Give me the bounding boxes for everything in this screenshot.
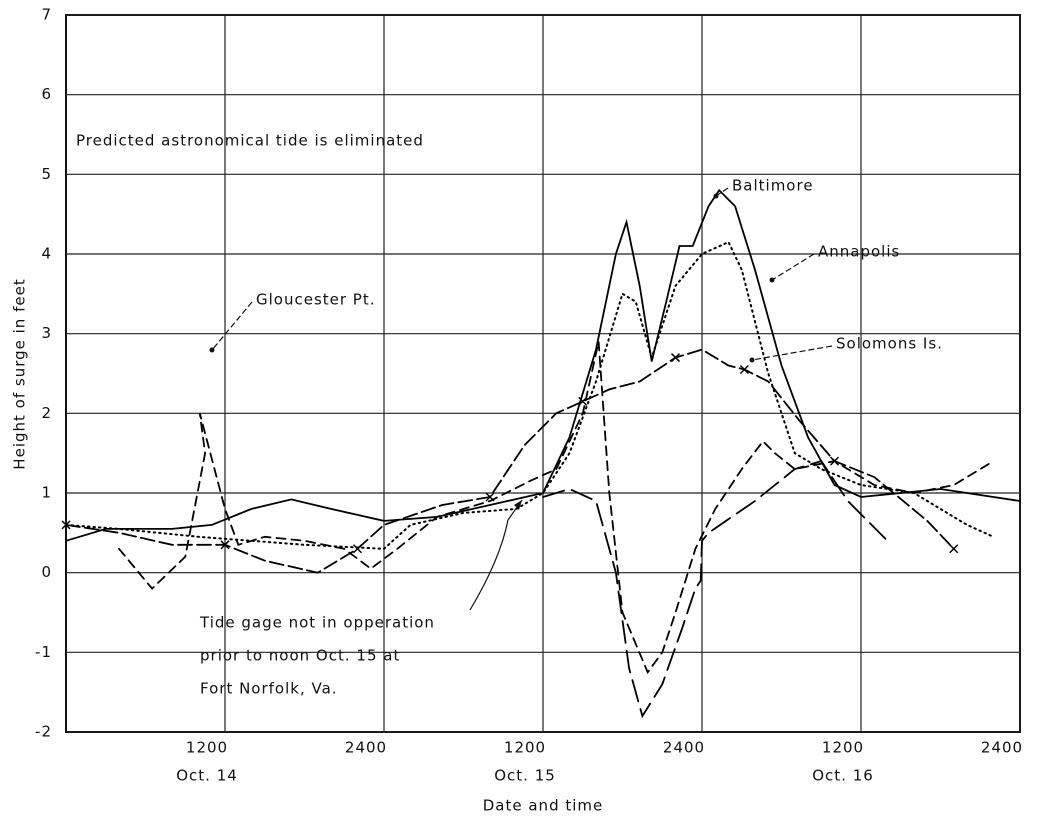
y-tick-label: 0 bbox=[41, 563, 52, 581]
annotation: Predicted astronomical tide is eliminate… bbox=[76, 132, 424, 150]
y-tick-label: -1 bbox=[35, 643, 52, 661]
label-arrow bbox=[751, 345, 833, 361]
annotation: Fort Norfolk, Va. bbox=[200, 680, 338, 698]
x-marker bbox=[670, 353, 681, 363]
series-line bbox=[65, 188, 1021, 542]
x-tick-label: 2400 bbox=[663, 739, 705, 757]
y-tick-label: 7 bbox=[41, 6, 52, 24]
x-date-label: Oct. 14 bbox=[176, 767, 238, 785]
x-marker bbox=[739, 364, 749, 375]
series-line bbox=[65, 348, 955, 574]
x-date-label: Oct. 16 bbox=[812, 767, 874, 785]
x-tick-label: 1200 bbox=[186, 739, 228, 757]
series-line bbox=[118, 341, 995, 675]
annotation: prior to noon Oct. 15 at bbox=[200, 647, 400, 665]
annotation: Tide gage not in opperation bbox=[199, 614, 435, 632]
arrow-head bbox=[749, 357, 755, 363]
y-tick-label: 4 bbox=[41, 245, 52, 263]
arrow-head bbox=[713, 193, 719, 199]
x-date-label: Oct. 15 bbox=[494, 767, 556, 785]
x-marker bbox=[352, 544, 363, 554]
x-marker bbox=[220, 540, 230, 550]
annotation-arrow bbox=[469, 499, 523, 611]
series-label: Solomons Is. bbox=[836, 335, 943, 353]
y-tick-label: 5 bbox=[41, 165, 52, 183]
y-tick-label: 6 bbox=[41, 85, 52, 103]
series-line bbox=[542, 460, 889, 719]
x-tick-label: 2400 bbox=[345, 739, 387, 757]
y-tick-label: 3 bbox=[41, 324, 52, 342]
y-tick-label: 1 bbox=[41, 484, 52, 502]
series-label: Gloucester Pt. bbox=[256, 291, 376, 309]
label-arrow bbox=[211, 301, 253, 351]
x-tick-label: 2400 bbox=[981, 739, 1023, 757]
x-marker bbox=[61, 520, 71, 530]
series-label: Annapolis bbox=[818, 243, 900, 261]
label-arrow bbox=[771, 253, 815, 281]
series-label: Baltimore bbox=[732, 177, 814, 195]
x-tick-label: 1200 bbox=[504, 739, 546, 757]
x-axis-label: Date and time bbox=[483, 797, 604, 815]
arrow-head bbox=[209, 347, 215, 353]
arrow-head bbox=[514, 500, 522, 510]
arrow-head bbox=[769, 277, 775, 283]
x-tick-label: 1200 bbox=[822, 739, 864, 757]
series-line bbox=[65, 240, 995, 550]
y-tick-label: -2 bbox=[35, 723, 52, 741]
y-axis-label: Height of surge in feet bbox=[11, 278, 29, 469]
y-tick-label: 2 bbox=[41, 404, 52, 422]
x-marker bbox=[949, 544, 959, 554]
